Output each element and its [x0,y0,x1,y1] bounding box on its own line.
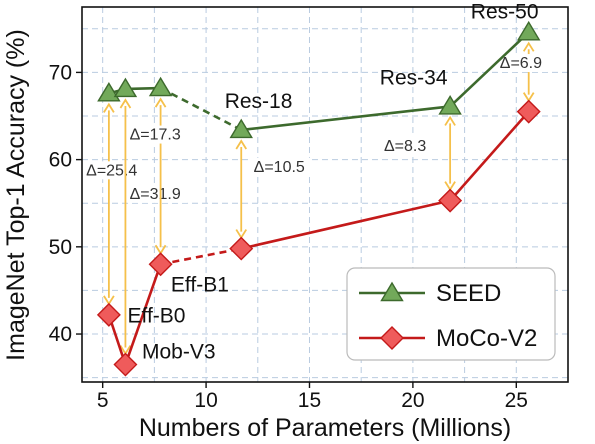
seed-triangle-marker [516,20,541,41]
series-line-segment [160,247,242,266]
moco-diamond-marker [516,99,541,124]
model-label: Res-34 [380,67,448,90]
model-label: Res-50 [471,0,539,23]
model-labels: Eff-B0 Mob-V3 Eff-B1 Res-18 Res-34 Res-50 [127,0,538,363]
moco-diamond-marker [438,188,463,213]
series-line-segment [449,110,530,202]
legend-label: SEED [436,280,501,307]
delta-label: Δ=8.3 [384,138,426,155]
moco-diamond-marker [229,236,254,261]
legend-items: SEED MoCo-V2 [359,280,537,352]
model-label: Mob-V3 [142,340,216,363]
moco-diamond-marker [113,352,138,377]
delta-label-bg [127,125,188,144]
delta-label: Δ=31.9 [130,186,181,203]
delta-label: Δ=10.5 [254,159,305,176]
moco-diamond-marker [96,302,121,327]
seed-triangle-marker [148,76,173,97]
delta-label-bg [251,157,312,176]
delta-label-bg [381,136,432,155]
y-axis-label: ImageNet Top-1 Accuracy (%) [2,29,30,361]
model-label: Res-18 [225,90,293,113]
model-label: Eff-B0 [127,305,185,328]
delta-label: Δ=17.3 [130,127,181,144]
model-label: Eff-B1 [171,273,229,296]
axis-ticks: 5 10 15 20 25 40 50 60 70 [49,61,528,412]
x-axis-label: Numbers of Parameters (Millions) [139,414,511,442]
legend-triangle-marker [380,281,404,302]
delta-label-bg [84,161,145,180]
delta-label: Δ=6.9 [500,55,542,72]
series-group [96,20,541,377]
series-line-segment [159,86,242,132]
legend: SEED MoCo-V2 [346,267,556,361]
delta-arrow-head-up [103,102,115,113]
plot-frame [81,6,569,383]
moco-diamond-marker [148,252,173,277]
delta-label-bg [497,54,548,73]
series-line-segment [241,105,451,132]
seed-triangle-marker [113,77,138,98]
x-tick-label: 5 [97,389,109,412]
x-tick-label: 25 [505,389,528,412]
delta-label: Δ=25.4 [86,162,137,179]
x-tick-label: 10 [194,389,217,412]
series-line-segment [240,199,451,250]
delta-arrow-head-up [119,98,132,109]
x-tick-label: 15 [298,389,321,412]
x-tick-label: 20 [401,389,424,412]
delta-arrow-head-up [522,41,535,52]
delta-label-bg [127,184,188,203]
series-line-segment [124,263,162,365]
delta-arrow-head-up [444,115,456,126]
y-tick-label: 70 [49,61,72,84]
delta-arrow-head-up [235,139,248,150]
series-line-segment [449,31,530,108]
y-tick-label: 40 [49,323,72,346]
seed-triangle-marker [229,118,253,139]
y-tick-label: 50 [49,236,72,259]
legend-diamond-marker [380,326,404,350]
legend-label: MoCo-V2 [436,325,537,352]
delta-arrows: Δ=25.4 Δ=31.9 Δ=17.3 Δ=10.5 Δ=8.3 Δ=6.9 [84,41,548,356]
seed-triangle-marker [438,95,462,115]
delta-arrow-head-up [154,97,167,108]
y-tick-label: 60 [49,149,72,172]
